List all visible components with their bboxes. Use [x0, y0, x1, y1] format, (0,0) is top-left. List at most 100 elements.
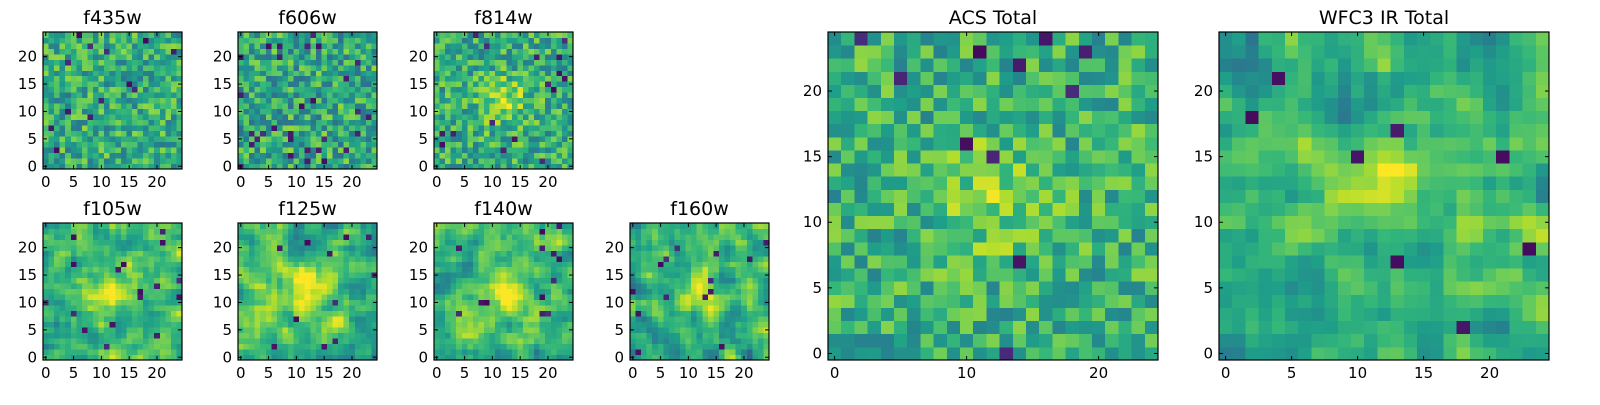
heatmap-cell — [501, 294, 507, 300]
heatmap-cell — [484, 136, 490, 142]
heatmap-cell — [143, 98, 149, 104]
heatmap-cell — [366, 32, 372, 38]
heatmap-cell — [462, 81, 468, 87]
heatmap-cell — [160, 147, 166, 153]
heatmap-cell — [451, 223, 457, 229]
heatmap-cell — [551, 289, 557, 295]
heatmap-cell — [490, 278, 496, 284]
heatmap-cell — [82, 333, 88, 339]
heatmap-cell — [506, 109, 512, 115]
heatmap-cell — [440, 103, 446, 109]
heatmap-cell — [1026, 163, 1040, 177]
heatmap-cell — [43, 344, 49, 350]
heatmap-cell — [344, 349, 350, 355]
heatmap-cell — [327, 267, 333, 273]
heatmap-cell — [1052, 334, 1066, 348]
heatmap-cell — [473, 65, 479, 71]
heatmap-cell — [171, 142, 177, 148]
heatmap-cell — [316, 261, 322, 267]
heatmap-cell — [1105, 216, 1119, 230]
heatmap-cell — [310, 125, 316, 131]
heatmap-cell — [462, 245, 468, 251]
heatmap-cell — [260, 120, 266, 126]
heatmap-cell — [907, 150, 921, 164]
heatmap-cell — [305, 316, 311, 322]
heatmap-cell — [540, 338, 546, 344]
heatmap-cell — [730, 300, 736, 306]
heatmap-cell — [271, 338, 277, 344]
heatmap-cell — [138, 327, 144, 333]
heatmap-cell — [947, 242, 961, 256]
heatmap-cell — [534, 223, 540, 229]
heatmap-cell — [349, 338, 355, 344]
heatmap-cell — [99, 142, 105, 148]
heatmap-cell — [697, 278, 703, 284]
heatmap-cell — [713, 272, 719, 278]
heatmap-cell — [43, 228, 49, 234]
heatmap-cell — [149, 147, 155, 153]
heatmap-cell — [562, 98, 568, 104]
heatmap-cell — [512, 316, 518, 322]
heatmap-cell — [132, 311, 138, 317]
heatmap-cell — [138, 294, 144, 300]
heatmap-cell — [512, 267, 518, 273]
heatmap-cell — [327, 125, 333, 131]
heatmap-cell — [854, 150, 868, 164]
heatmap-cell — [562, 278, 568, 284]
heatmap-cell — [636, 322, 642, 328]
heatmap-cell — [87, 136, 93, 142]
heatmap-cell — [165, 48, 171, 54]
heatmap-cell — [260, 76, 266, 82]
heatmap-cell — [652, 311, 658, 317]
heatmap-cell — [669, 311, 675, 317]
heatmap-cell — [338, 223, 344, 229]
heatmap-cell — [456, 65, 462, 71]
heatmap-cell — [758, 322, 764, 328]
heatmap-cell — [65, 250, 71, 256]
heatmap-cell — [434, 261, 440, 267]
heatmap-cell — [490, 125, 496, 131]
heatmap-cell — [697, 234, 703, 240]
heatmap-cell — [1105, 281, 1119, 295]
heatmap-cell — [512, 54, 518, 60]
heatmap-cell — [1092, 216, 1106, 230]
y-tick-label: 15 — [409, 75, 428, 93]
heatmap-cell — [828, 268, 842, 282]
heatmap-cell — [87, 92, 93, 98]
heatmap-cell — [1132, 281, 1146, 295]
heatmap-cell — [534, 54, 540, 60]
heatmap-cell — [868, 281, 882, 295]
heatmap-cell — [456, 344, 462, 350]
heatmap-cell — [99, 109, 105, 115]
heatmap-cell — [456, 136, 462, 142]
heatmap-cell — [440, 338, 446, 344]
heatmap-cell — [104, 59, 110, 65]
heatmap-cell — [327, 294, 333, 300]
heatmap-cell — [697, 283, 703, 289]
heatmap-cell — [338, 349, 344, 355]
heatmap-cell — [165, 239, 171, 245]
heatmap-cell — [456, 256, 462, 262]
heatmap-cell — [288, 147, 294, 153]
heatmap-cell — [143, 92, 149, 98]
heatmap-cell — [934, 189, 948, 203]
heatmap-cell — [115, 234, 121, 240]
heatmap-cell — [545, 349, 551, 355]
heatmap-cell — [71, 92, 77, 98]
heatmap-cell — [456, 245, 462, 251]
heatmap-cell — [271, 223, 277, 229]
heatmap-cell — [934, 203, 948, 217]
heatmap-cell — [1066, 255, 1080, 269]
heatmap-cell — [76, 142, 82, 148]
heatmap-cell — [451, 125, 457, 131]
heatmap-cell — [121, 256, 127, 262]
heatmap-cell — [540, 48, 546, 54]
heatmap-cell — [104, 316, 110, 322]
y-tick-label: 5 — [614, 321, 624, 339]
heatmap-cell — [149, 245, 155, 251]
heatmap-cell — [266, 158, 272, 164]
heatmap-cell — [674, 250, 680, 256]
heatmap-cell — [686, 234, 692, 240]
heatmap-cell — [121, 250, 127, 256]
heatmap-cell — [266, 228, 272, 234]
